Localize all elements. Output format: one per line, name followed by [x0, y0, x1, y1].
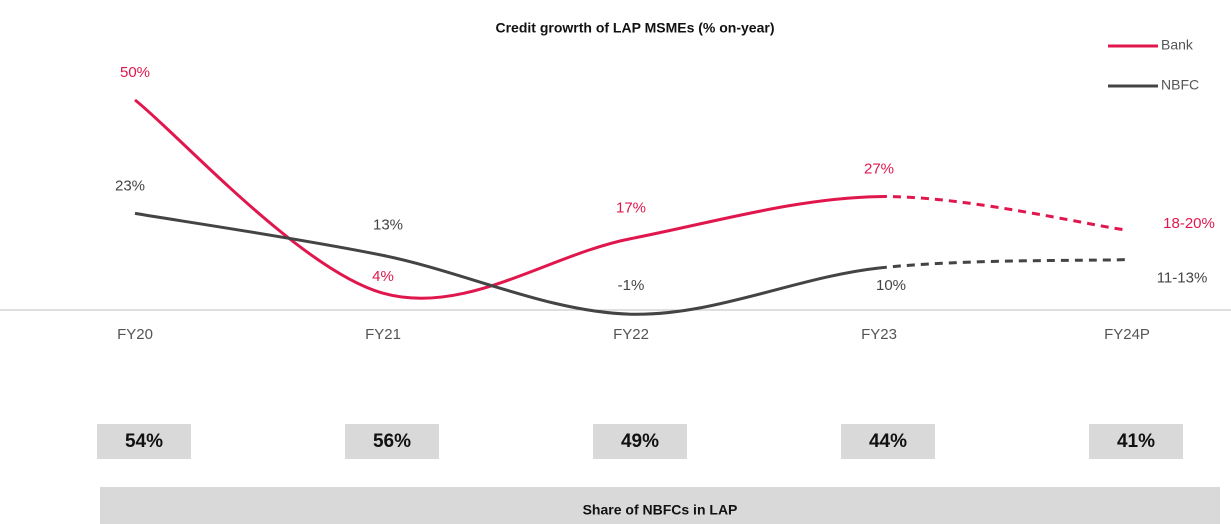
- share-box: [345, 424, 439, 459]
- x-tick-label: FY21: [365, 326, 401, 343]
- x-tick-label: FY24P: [1104, 326, 1150, 343]
- share-box: [1089, 424, 1183, 459]
- line-projection-1: [878, 258, 1128, 270]
- data-label: 10%: [876, 277, 906, 294]
- share-label: 41%: [1117, 431, 1155, 452]
- data-label: 11-13%: [1157, 270, 1208, 287]
- share-label: 49%: [621, 431, 659, 452]
- data-label: 23%: [115, 177, 145, 194]
- line-projection-0: [878, 195, 1128, 232]
- share-title: Share of NBFCs in LAP: [583, 502, 738, 518]
- share-label: 44%: [869, 431, 907, 452]
- data-label: 17%: [616, 200, 646, 217]
- data-label: -1%: [618, 277, 645, 294]
- data-label: 13%: [373, 216, 403, 233]
- data-label: 4%: [372, 268, 394, 285]
- share-label: 54%: [125, 431, 163, 452]
- share-label: 56%: [373, 431, 411, 452]
- line-0: [134, 98, 880, 300]
- data-label: 50%: [120, 64, 150, 81]
- share-box: [97, 424, 191, 459]
- share-box: [841, 424, 935, 459]
- share-banner: [100, 487, 1220, 524]
- x-tick-label: FY20: [117, 326, 153, 343]
- data-label: 18-20%: [1163, 215, 1215, 232]
- data-label: 27%: [864, 161, 894, 178]
- legend-label: Bank: [1161, 37, 1194, 53]
- x-tick-label: FY23: [861, 326, 897, 343]
- line-1: [134, 211, 880, 316]
- share-box: [593, 424, 687, 459]
- x-tick-label: FY22: [613, 326, 649, 343]
- legend-label: NBFC: [1161, 77, 1199, 93]
- chart-title: Credit growrth of LAP MSMEs (% on-year): [496, 20, 775, 36]
